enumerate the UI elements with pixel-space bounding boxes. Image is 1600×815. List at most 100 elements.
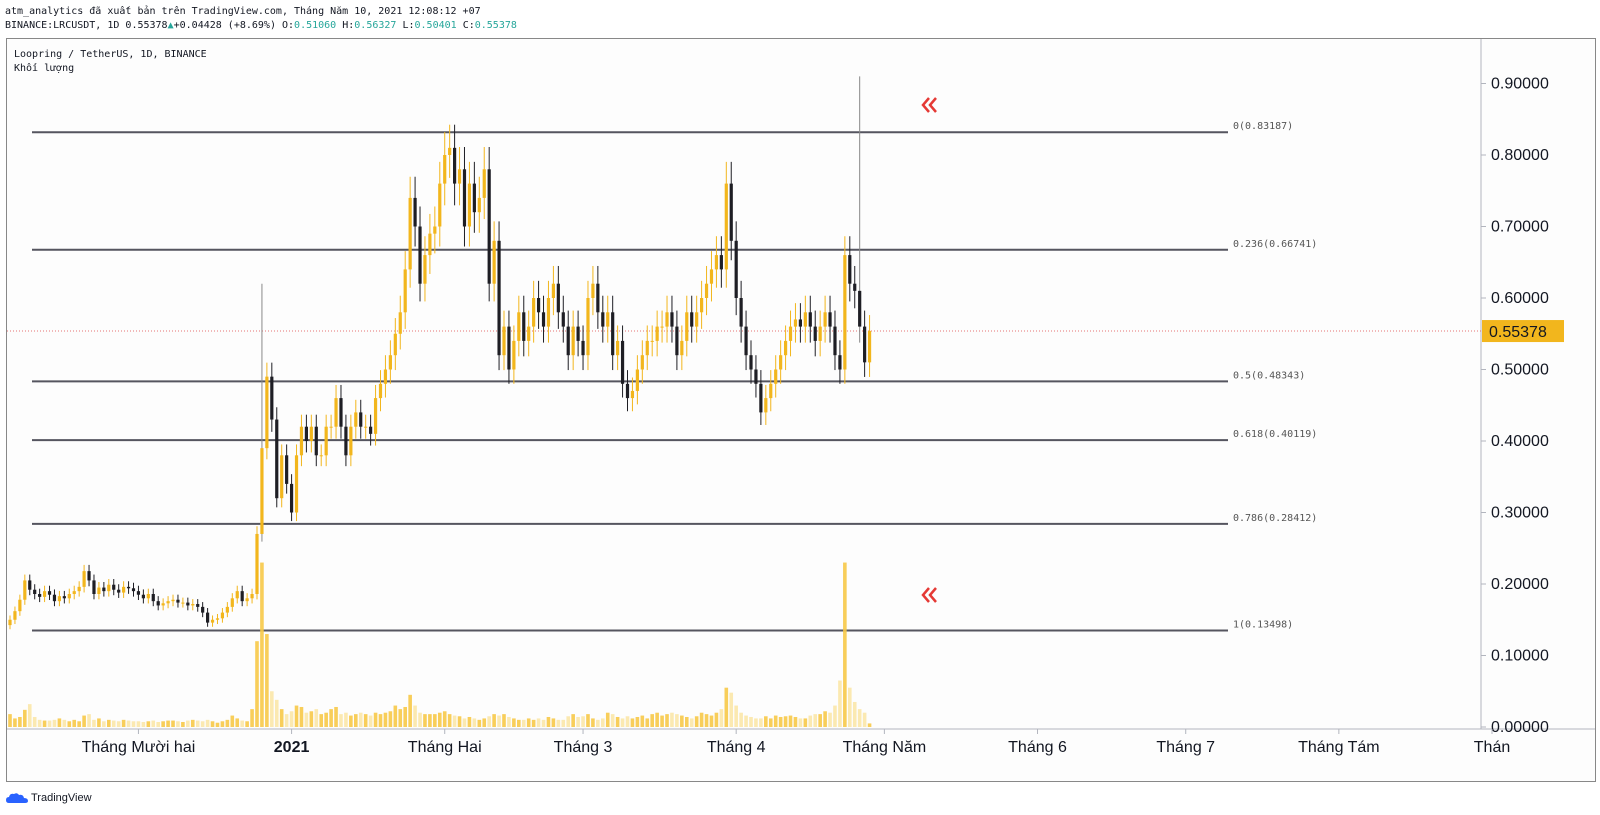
- candle-body: [299, 426, 304, 456]
- y-tick-label: 0.40000: [1491, 433, 1549, 450]
- y-tick-label: 0.70000: [1491, 219, 1549, 236]
- volume-bar: [665, 714, 669, 727]
- volume-bar: [596, 719, 600, 727]
- candle-body: [453, 147, 457, 184]
- volume-bar: [694, 716, 699, 727]
- candle-body: [117, 589, 121, 593]
- x-tick-label: Tháng 7: [1156, 739, 1215, 756]
- candle-body: [107, 584, 111, 592]
- candle-body: [690, 312, 694, 327]
- candle-body: [141, 594, 145, 599]
- candle-body: [472, 183, 476, 213]
- candle-body: [783, 340, 788, 356]
- volume-bar: [724, 687, 729, 727]
- volume-bar: [843, 562, 847, 727]
- candle-body: [443, 155, 447, 184]
- volume-bar: [324, 712, 328, 727]
- candle-body: [265, 376, 269, 449]
- tradingview-cloud-icon: [6, 793, 28, 803]
- volume-bar: [423, 714, 427, 727]
- volume-bar: [838, 680, 842, 727]
- volume-bar: [433, 714, 437, 727]
- volume-bar: [121, 719, 126, 727]
- chart-area[interactable]: 0.90000 0.80000 0.70000 0.60000 0.50000 0.400…: [6, 38, 1596, 782]
- volume-bar: [413, 705, 417, 727]
- tradingview-logo[interactable]: TradingView: [6, 792, 92, 804]
- volume-bar: [314, 709, 319, 727]
- volume-bar: [294, 705, 299, 727]
- volume-bar: [605, 712, 610, 727]
- volume-bar: [334, 706, 338, 727]
- candle-body: [813, 326, 817, 341]
- candle-body: [383, 369, 388, 384]
- volume-bar: [363, 714, 368, 727]
- candle-body: [161, 603, 165, 606]
- candle-body: [487, 169, 491, 284]
- volume-bar: [428, 714, 432, 727]
- candle-body: [102, 587, 106, 592]
- volume-spike-arrow-icon: [921, 587, 937, 603]
- volume-bar: [581, 716, 585, 727]
- last-price-tag: [1482, 320, 1564, 343]
- candle-body: [314, 426, 318, 456]
- candle-body: [82, 571, 86, 587]
- volume-bar: [141, 721, 146, 727]
- fib-level-label: 0.5(0.48343): [1233, 370, 1305, 381]
- volume-bar: [195, 720, 200, 727]
- candle-body: [759, 383, 763, 413]
- volume-bar: [531, 719, 536, 727]
- candle-body: [334, 398, 338, 427]
- volume-bar: [289, 711, 294, 727]
- volume-bar: [561, 719, 566, 727]
- candle-body: [324, 426, 328, 456]
- candle-body: [225, 606, 229, 613]
- volume-bar: [586, 714, 590, 727]
- volume-bar: [18, 716, 22, 727]
- volume-bar: [773, 715, 778, 727]
- candle-body: [556, 283, 560, 313]
- candle-body: [23, 580, 27, 600]
- volume-bar: [546, 716, 551, 727]
- volume-bar: [566, 716, 571, 727]
- volume-bar: [37, 719, 42, 727]
- candle-body: [289, 483, 294, 513]
- volume-bar: [102, 721, 106, 727]
- candle-body: [596, 283, 600, 313]
- candle-body: [828, 312, 832, 327]
- candle-body: [833, 326, 837, 356]
- candle-body: [774, 369, 778, 384]
- volume-bar: [250, 709, 254, 727]
- candle-body: [482, 169, 486, 198]
- volume-bar: [536, 718, 541, 727]
- volume-bar: [383, 712, 388, 727]
- candle-body: [630, 390, 635, 399]
- volume-bar: [497, 715, 501, 727]
- chart-canvas[interactable]: 0.90000 0.80000 0.70000 0.60000 0.50000 0.400…: [7, 39, 1595, 781]
- candle-body: [393, 333, 397, 356]
- volume-bar: [8, 714, 12, 727]
- volume-bar: [699, 712, 704, 727]
- candle-body: [818, 326, 822, 341]
- candle-body: [744, 326, 748, 356]
- volume-bar: [452, 715, 457, 727]
- volume-bar: [625, 716, 630, 727]
- candle-body: [87, 571, 91, 581]
- volume-bar: [151, 720, 156, 727]
- last-price-tag-label: 0.55378: [1489, 324, 1547, 341]
- candle-body: [349, 426, 353, 456]
- candle-body: [709, 269, 714, 284]
- low-value: 0.50401: [414, 20, 457, 31]
- candle-body: [853, 283, 857, 291]
- last-price: 0.55378: [125, 20, 168, 31]
- candle-body: [176, 599, 180, 603]
- candle-body: [285, 455, 289, 484]
- volume-bar: [867, 723, 872, 727]
- volume-bar: [27, 704, 32, 727]
- tradingview-brand: TradingView: [31, 792, 92, 804]
- candle-body: [77, 586, 81, 592]
- volume-bar: [166, 720, 170, 727]
- candle-body: [280, 455, 284, 499]
- volume-bar: [793, 716, 798, 727]
- volume-bar: [783, 716, 788, 727]
- y-tick-label: 0.50000: [1491, 362, 1549, 379]
